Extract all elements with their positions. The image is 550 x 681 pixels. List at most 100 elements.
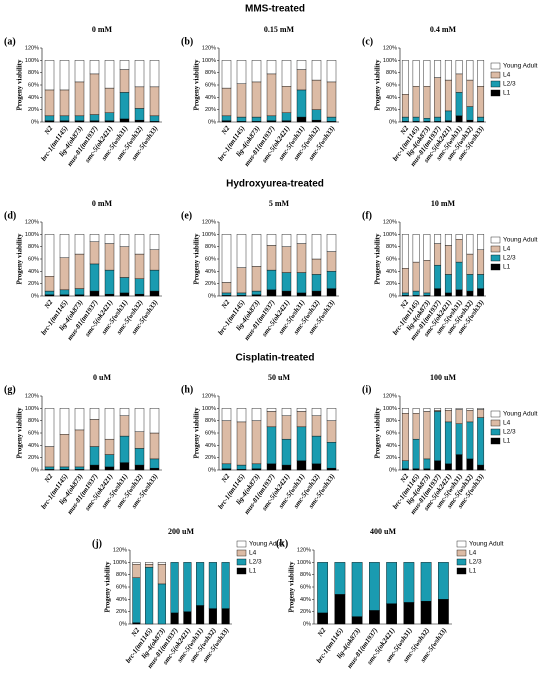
panel-title: 0 mM (92, 199, 113, 208)
legend-label: Young Adult (503, 411, 538, 418)
y-tick-label: 60% (300, 584, 311, 590)
bar-segment (311, 234, 322, 260)
bar-segment (477, 274, 485, 289)
legend-swatch (490, 263, 501, 271)
legend-swatch (490, 71, 501, 79)
legend-label: Young Adult (503, 63, 538, 70)
y-tick-label: 60% (205, 82, 216, 88)
bar-segment (183, 562, 192, 612)
panel-title: 5 mM (269, 199, 290, 208)
y-tick-label: 100% (383, 58, 397, 64)
bar-segment (119, 234, 130, 247)
y-tick-label: 100% (202, 232, 216, 238)
y-tick-label: 80% (116, 572, 127, 578)
bar-segment (420, 562, 432, 602)
bar-segment (119, 435, 130, 463)
bar-segment (281, 86, 292, 113)
panel-title: 0 mM (92, 25, 113, 34)
y-tick-label: 40% (386, 443, 397, 449)
y-tick-label: 20% (386, 281, 397, 287)
bar-segment (119, 292, 130, 297)
bar-segment (412, 60, 420, 87)
bar-segment (296, 116, 307, 123)
panel-letter: (j) (92, 538, 102, 549)
bar-segment (236, 83, 247, 118)
bar-segment (296, 272, 307, 294)
legend-label: L1 (503, 438, 511, 445)
bar-segment (434, 60, 442, 78)
y-tick-label: 40% (300, 597, 311, 603)
bar-segment (401, 408, 409, 414)
y-tick-label: 120% (25, 219, 39, 225)
bar-segment (196, 605, 205, 625)
panel-title: 100 uM (430, 373, 456, 382)
bar-segment (221, 463, 232, 469)
bar-segment (455, 234, 463, 240)
bar-segment (296, 292, 307, 297)
y-tick-label: 20% (28, 281, 39, 287)
bar-segment (296, 60, 307, 70)
bar-segment (170, 612, 179, 625)
bar-segment (236, 60, 247, 84)
legend-label: Young Adult (469, 541, 504, 548)
legend-label: L1 (503, 90, 511, 97)
bar-segment (455, 92, 463, 117)
bar-segment (401, 413, 409, 461)
bar-segment (89, 446, 100, 466)
y-tick-label: 40% (28, 95, 39, 101)
bar-segment (44, 290, 55, 295)
bar-segment (251, 408, 262, 421)
bar-segment (208, 562, 217, 609)
y-tick-label: 120% (25, 393, 39, 399)
bar-segment (119, 246, 130, 278)
bar-segment (351, 562, 363, 617)
bar-segment (334, 562, 346, 595)
y-axis-label: Progeny viability (374, 59, 382, 111)
bar-segment (369, 610, 380, 625)
bar-segment (266, 408, 277, 412)
bar-segment (434, 288, 442, 297)
bar-segment (157, 562, 166, 565)
bar-segment (74, 466, 85, 470)
bar-segment (444, 292, 452, 297)
legend-swatch (456, 549, 467, 557)
panel-letter: (h) (181, 384, 193, 395)
bar-segment (281, 408, 292, 416)
bar-segment (401, 234, 409, 269)
bar-segment (466, 409, 474, 423)
bar-segment (434, 264, 442, 289)
bar-segment (236, 234, 247, 268)
y-tick-label: 120% (202, 393, 216, 399)
legend-label: L2/3 (469, 559, 482, 566)
y-tick-label: 120% (202, 45, 216, 51)
y-tick-label: 0% (389, 293, 397, 299)
bar-segment (104, 454, 115, 468)
bar-segment (134, 234, 145, 255)
bar-segment (149, 467, 160, 471)
y-tick-label: 100% (202, 58, 216, 64)
y-tick-label: 0% (389, 119, 397, 125)
legend-label: L4 (503, 246, 511, 253)
bar-segment (438, 562, 449, 600)
bar-segment (477, 116, 485, 122)
bar-segment (466, 421, 474, 460)
bar-segment (119, 415, 130, 437)
legend-label: L2/3 (503, 255, 516, 262)
panel-title: 400 uM (370, 527, 396, 536)
bar-segment (145, 567, 154, 625)
bar-segment (444, 409, 452, 423)
y-axis-label: Progeny viability (104, 561, 112, 613)
y-tick-label: 80% (386, 70, 397, 76)
bar-segment (412, 290, 420, 296)
bar-segment (296, 411, 307, 428)
bar-segment (434, 408, 442, 411)
x-tick-label: N2 (42, 124, 54, 137)
bar-segment (149, 458, 160, 469)
y-tick-label: 120% (113, 547, 127, 553)
y-tick-label: 20% (205, 281, 216, 287)
y-tick-label: 60% (386, 430, 397, 436)
y-tick-label: 60% (386, 82, 397, 88)
bar-segment (311, 463, 322, 471)
y-tick-label: 100% (113, 560, 127, 566)
bar-segment (74, 408, 85, 431)
